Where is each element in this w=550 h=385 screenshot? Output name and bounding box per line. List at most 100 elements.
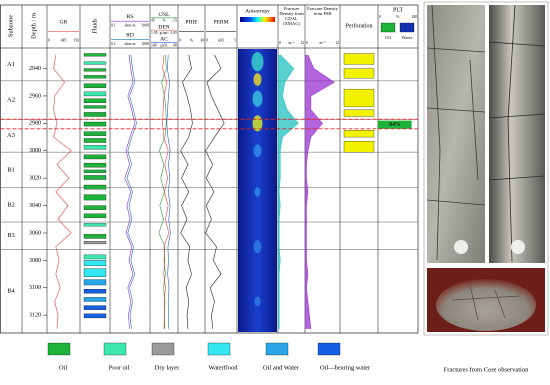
curve-name: DEN [158,24,169,30]
track-title-box: Fracture Density from CDAL (XMAC) [279,6,303,26]
scale-min: 0.1 [111,42,116,46]
legend-label: Oil—bearing water [320,364,371,371]
fluid-layer [83,53,107,57]
fluid-layer [83,175,107,180]
log-curve [126,54,137,329]
fluid-layer [83,61,107,65]
scale-min: 0 [279,41,281,45]
scale-max: 2.95 [170,31,177,35]
scale-max: 40 [173,43,177,47]
legend-label: Oil [385,35,392,40]
scale-unit: ohm·m [125,24,136,28]
crack [426,4,486,261]
scale-unit: m⁻¹ [319,41,325,45]
fluid-layer [83,145,107,150]
depth-tick-label: 2960 [29,93,41,99]
scale-max: 30 [200,38,204,42]
scale-min: 0 [179,38,181,42]
fluid-layer [83,194,107,201]
fluid-layer [83,169,107,173]
curve-name: AC [160,37,168,43]
depth-tick-label: 3000 [29,148,41,154]
fluid-layer [83,260,107,267]
log-curve [205,54,225,329]
sticker [454,240,468,254]
depth-header: Depth / m [30,13,37,39]
subzone-label: B4 [7,288,15,295]
scale-unit: % [190,38,194,42]
crack [488,4,546,263]
core-sample [436,279,536,331]
subzone-label: A3 [7,132,15,139]
legend-swatch [380,22,396,33]
scale-max: 1000 [141,42,149,46]
scale-min: 0 [48,38,50,42]
core-photo [427,5,485,263]
curve-name: PHIE [185,19,198,25]
image-texture [252,90,263,107]
image-texture [253,144,262,158]
image-texture [253,73,262,86]
density-fill [278,54,299,329]
fluid-layer [83,83,107,88]
fluid-layer [83,105,107,109]
scale-unit: API [60,38,67,42]
scale-min: 1.95 [151,31,158,35]
image-texture [254,187,261,197]
fluid-layer [83,297,107,302]
scale-unit: m⁻¹ [288,41,294,45]
subzone-label: B2 [7,201,15,208]
legend-swatch [47,342,71,356]
legend-swatch [151,342,175,356]
log-curve [124,54,136,329]
image-texture [254,296,261,307]
image-texture [253,240,262,254]
caption: Fractures from Core observation [444,366,529,373]
log-curve [162,54,170,329]
scale-max: -15 [172,19,177,23]
legend-label: Water [402,35,413,40]
subzone-label: B1 [7,166,15,173]
depth-tick-label: 2940 [29,66,41,72]
fluid-layer [83,223,107,227]
scale-min: 0 [379,15,381,19]
sticker [511,240,525,254]
subzone-header: Subzone [7,15,14,38]
subzone-label: A1 [7,61,15,68]
legend-label: Oil and Water [263,364,300,371]
fluid-layer [83,279,107,286]
photo-frame [423,1,549,336]
scale-unit: % [396,15,400,19]
legend-label: Poor oil [109,364,130,371]
curve-name: RD [126,32,134,38]
log-curve [166,54,171,329]
fluid-layer [83,121,107,127]
subzone-label: A2 [7,97,15,104]
scale-unit: % [162,19,166,23]
fluid-layer [83,254,107,260]
depth-tick-label: 3080 [29,258,41,264]
scale-min: 0.1 [111,24,116,28]
scale-unit: mD [218,38,224,42]
perforation-interval [343,88,375,108]
colorbar [240,17,275,22]
scale-max: 100 [411,15,417,19]
log-curve [180,54,193,329]
density-curve [306,54,335,329]
scale-min: 0 [306,41,308,45]
scale-unit: μs/ft [161,43,169,47]
depth-tick-label: 2980 [29,121,41,127]
track-title: Perforation [346,22,373,29]
log-panel: Subzone Depth / m A1 A2 A3 B1 B2 B3 B4 2940 2960 29… [0,4,420,371]
fluid-layer [83,91,107,97]
fluid-layer [83,162,107,168]
legend-swatch [103,342,127,356]
fluid-layer [83,68,107,72]
depth-tick-label: 3060 [29,230,41,236]
fluid-layer [83,205,107,210]
scale-max: 5 [234,38,236,42]
fluid-layer [83,138,107,143]
core-photo [489,5,545,263]
legend-swatch [207,342,231,356]
legend-swatch [265,342,289,356]
